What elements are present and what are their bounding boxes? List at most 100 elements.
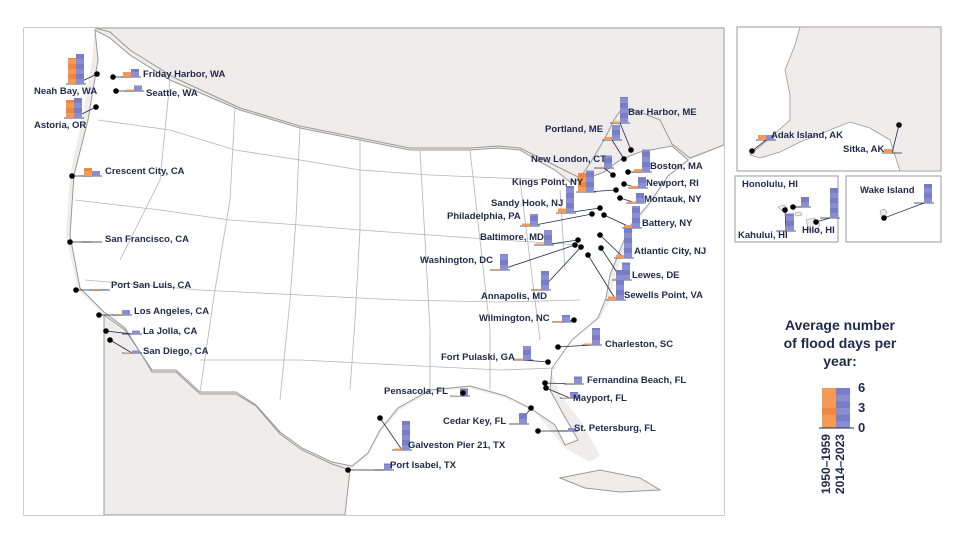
bar-1950s xyxy=(562,397,570,398)
bar-2014-2023 xyxy=(100,289,108,290)
station-la-jolla-ca: La Jolla, CA xyxy=(103,326,198,337)
station-label: Boston, MA xyxy=(650,161,703,172)
bar-2014-2023-band xyxy=(638,178,646,183)
station-dot xyxy=(103,328,109,334)
bar-2014-2023 xyxy=(132,350,140,353)
bar-2014-2023-band xyxy=(541,280,549,285)
station-dot xyxy=(545,359,551,365)
bar-2014-2023-band xyxy=(830,188,838,193)
bar-2014-2023-band xyxy=(620,97,628,98)
bar-2014-2023-band xyxy=(570,392,578,393)
station-friday-harbor-wa: Friday Harbor, WA xyxy=(110,69,225,80)
bar-2014-2023 xyxy=(402,421,410,450)
us-land xyxy=(69,29,689,467)
station-label: Astoria, OR xyxy=(34,120,86,131)
station-label: Neah Bay, WA xyxy=(34,86,97,97)
bar-1950s xyxy=(511,423,519,424)
station-label: Friday Harbor, WA xyxy=(143,69,225,80)
bar-1950s xyxy=(68,58,76,84)
bar-2014-2023-band xyxy=(384,463,392,465)
station-new-london-ct: New London, CT xyxy=(531,154,616,178)
station-kahului-hi: Kahului, HI xyxy=(738,207,796,241)
bar-2014-2023-band xyxy=(566,186,574,188)
station-label: Pensacola, FL xyxy=(384,386,448,397)
bar-2014-2023-band xyxy=(519,414,527,419)
station-label: Galveston Pier 21, TX xyxy=(408,440,506,451)
station-los-angeles-ca: Los Angeles, CA xyxy=(96,306,209,318)
station-dot xyxy=(597,205,603,211)
leader-line xyxy=(545,387,571,399)
bar-2014-2023 xyxy=(642,149,650,172)
station-dot xyxy=(377,415,383,421)
station-label: Lewes, DE xyxy=(632,270,680,281)
bar-2014-2023-band xyxy=(624,238,632,243)
station-label: Adak Island, AK xyxy=(771,130,843,141)
station-cedar-key-fl: Cedar Key, FL xyxy=(443,405,534,427)
station-dot xyxy=(613,187,619,193)
bar-2014-2023-band xyxy=(74,98,82,103)
station-label: San Francisco, CA xyxy=(105,234,189,245)
bar-1950s xyxy=(394,448,402,450)
station-honolulu-hi: Honolulu, HI xyxy=(742,179,811,210)
bar-2014-2023-band xyxy=(592,335,600,340)
bar-1950s xyxy=(624,225,632,228)
station-dot xyxy=(625,169,631,175)
bar-2014-2023-band xyxy=(620,113,628,118)
leader-line xyxy=(883,202,925,219)
bar-2014-2023 xyxy=(568,428,576,431)
legend-bar-1950s-band xyxy=(822,408,836,415)
bar-1950s xyxy=(758,135,766,140)
bar-1950s-band xyxy=(578,173,586,177)
station-label: Fernandina Beach, FL xyxy=(587,375,686,386)
bar-1950s xyxy=(566,383,574,384)
station-dot xyxy=(93,104,99,110)
bar-2014-2023-band xyxy=(574,376,582,379)
station-label: La Jolla, CA xyxy=(143,326,198,337)
cuba xyxy=(558,469,662,493)
bar-1950s xyxy=(124,352,132,353)
bar-1950s xyxy=(884,149,892,153)
bar-1950s xyxy=(533,289,541,290)
legend-bar-band xyxy=(836,388,850,395)
station-fort-pulaski-ga: Fort Pulaski, GA xyxy=(441,346,551,365)
leader-line xyxy=(611,139,625,160)
bar-2014-2023 xyxy=(122,310,130,315)
bar-2014-2023-band xyxy=(786,213,794,216)
bar-2014-2023-band xyxy=(131,69,139,72)
station-dot xyxy=(542,380,548,386)
station-port-san-luis-ca: Port San Luis, CA xyxy=(73,280,191,293)
station-dot xyxy=(617,195,623,201)
bar-2014-2023 xyxy=(570,392,578,398)
bar-2014-2023 xyxy=(574,376,582,384)
station-portland-me: Portland, ME xyxy=(545,124,627,162)
station-dot xyxy=(94,71,100,77)
leader-line xyxy=(891,124,900,154)
station-label: Fort Pulaski, GA xyxy=(441,352,515,363)
station-dot xyxy=(578,244,584,250)
bar-2014-2023-band xyxy=(924,184,932,188)
leader-line xyxy=(529,213,593,227)
station-dot xyxy=(575,237,581,243)
bar-2014-2023-band xyxy=(622,270,630,275)
bar-2014-2023-band xyxy=(636,193,644,198)
station-dot xyxy=(535,428,541,434)
bar-2014-2023-band xyxy=(402,430,410,435)
bar-2014-2023-band xyxy=(592,328,600,330)
mexico xyxy=(103,314,351,516)
bar-2014-2023-band xyxy=(566,203,574,208)
station-label: Mayport, FL xyxy=(573,393,627,404)
bar-2014-2023-band xyxy=(632,218,640,223)
station-charleston-sc: Charleston, SC xyxy=(555,328,673,350)
bar-1950s xyxy=(612,121,620,123)
bar-2014-2023 xyxy=(384,463,392,470)
station-label: New London, CT xyxy=(531,154,606,165)
legend-bar-band xyxy=(836,414,850,422)
bar-1950s xyxy=(634,169,642,172)
leader-line xyxy=(587,254,617,301)
legend-tick: 0 xyxy=(858,420,865,435)
station-san-francisco-ca: San Francisco, CA xyxy=(67,234,189,245)
bar-2014-2023-band xyxy=(74,108,82,113)
station-label: Honolulu, HI xyxy=(742,179,798,190)
station-atlantic-city-nj: Atlantic City, NJ xyxy=(597,228,706,259)
station-label: St. Petersburg, FL xyxy=(574,423,656,434)
